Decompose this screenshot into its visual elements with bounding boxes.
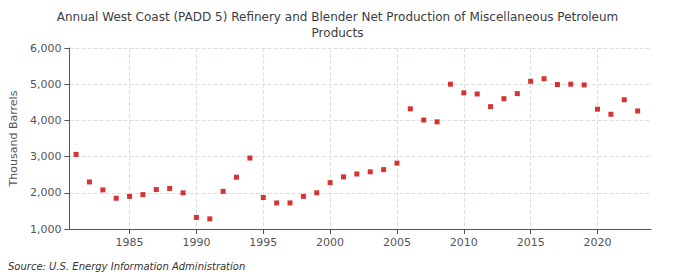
svg-text:Annual West Coast (PADD 5) Ref: Annual West Coast (PADD 5) Refinery and …	[57, 10, 619, 24]
svg-text:5,000: 5,000	[30, 78, 62, 91]
svg-text:1985: 1985	[116, 236, 144, 249]
svg-text:1990: 1990	[182, 236, 210, 249]
svg-text:2020: 2020	[584, 236, 612, 249]
svg-text:2,000: 2,000	[30, 186, 62, 199]
svg-text:4,000: 4,000	[30, 114, 62, 127]
svg-text:2010: 2010	[450, 236, 478, 249]
svg-text:6,000: 6,000	[30, 42, 62, 55]
svg-text:Thousand Barrels: Thousand Barrels	[7, 90, 20, 187]
svg-text:Products: Products	[312, 26, 364, 40]
svg-text:2000: 2000	[316, 236, 344, 249]
svg-text:Source: U.S. Energy Informatio: Source: U.S. Energy Information Administ…	[8, 261, 245, 272]
svg-text:2005: 2005	[383, 236, 411, 249]
svg-text:2015: 2015	[517, 236, 545, 249]
svg-text:1,000: 1,000	[30, 223, 62, 236]
svg-text:1995: 1995	[249, 236, 277, 249]
svg-text:3,000: 3,000	[30, 150, 62, 163]
